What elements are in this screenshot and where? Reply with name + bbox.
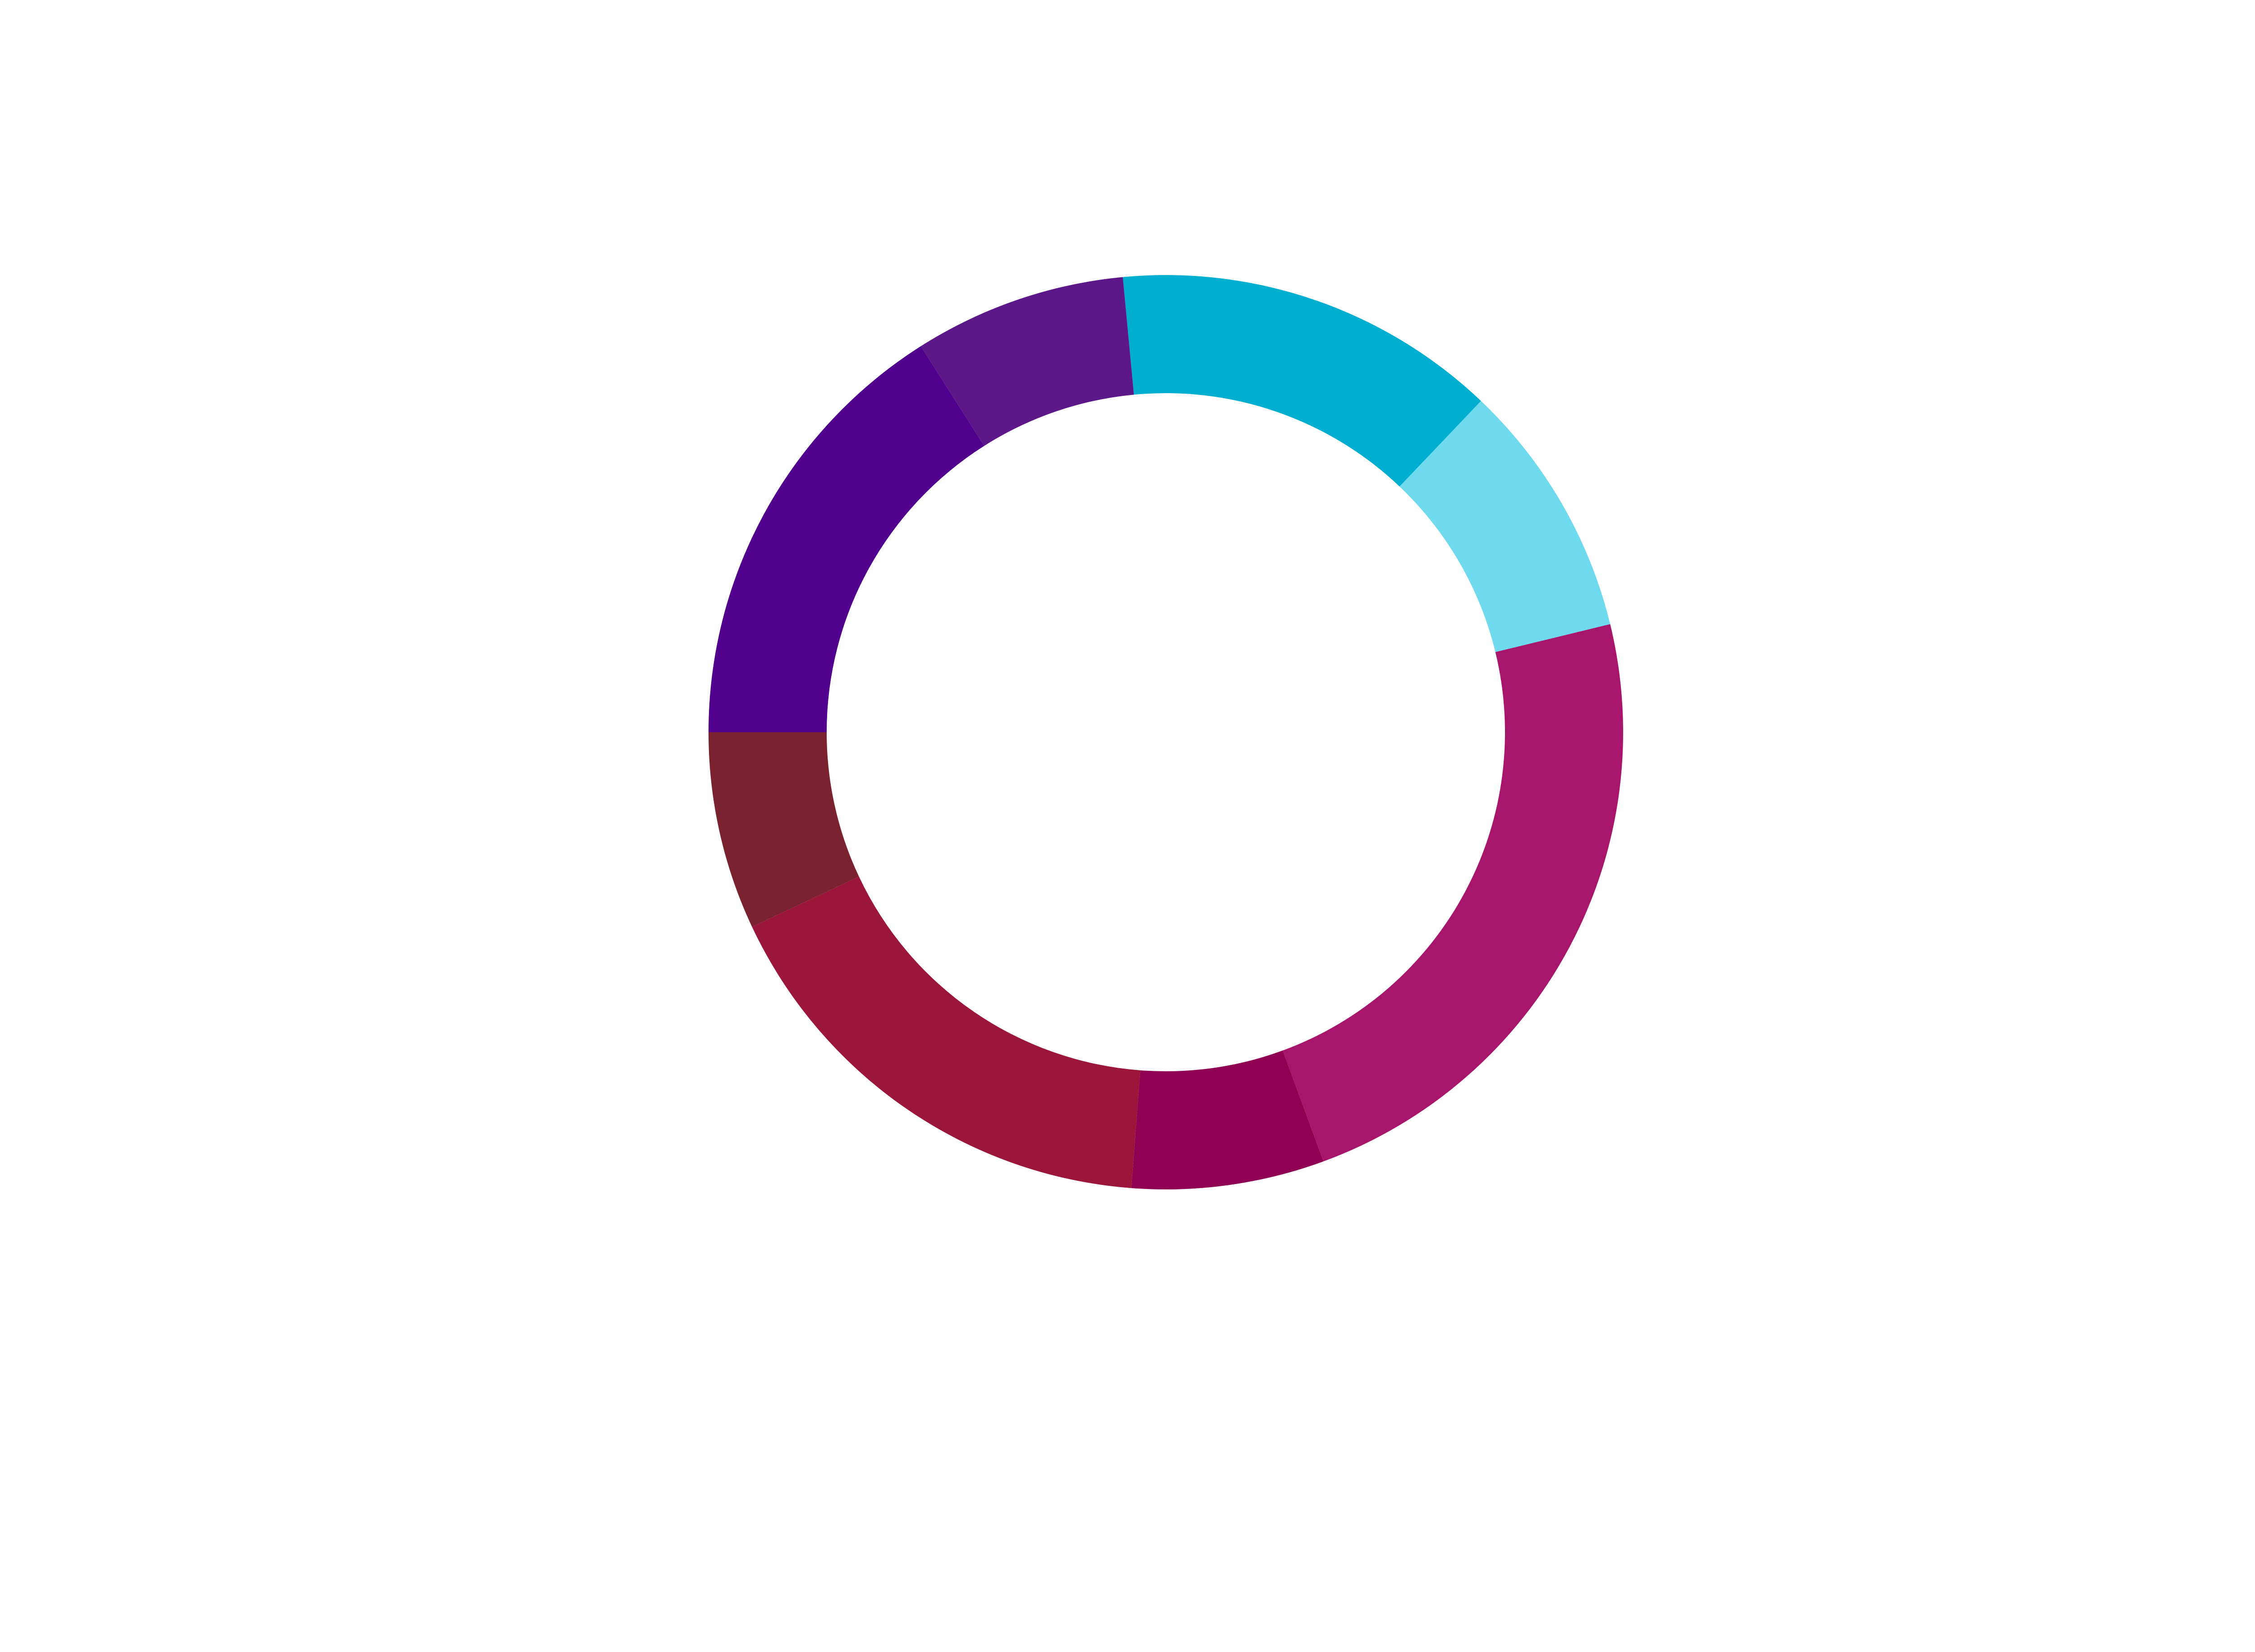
donut-slice	[709, 346, 985, 732]
donut-slice	[1399, 401, 1611, 652]
donut-slice	[1283, 624, 1623, 1161]
donut-slice	[1131, 1050, 1324, 1189]
donut-slice	[709, 732, 859, 927]
donut-slice	[1123, 275, 1481, 487]
donut-slice	[752, 876, 1141, 1189]
donut-slice	[920, 277, 1134, 446]
